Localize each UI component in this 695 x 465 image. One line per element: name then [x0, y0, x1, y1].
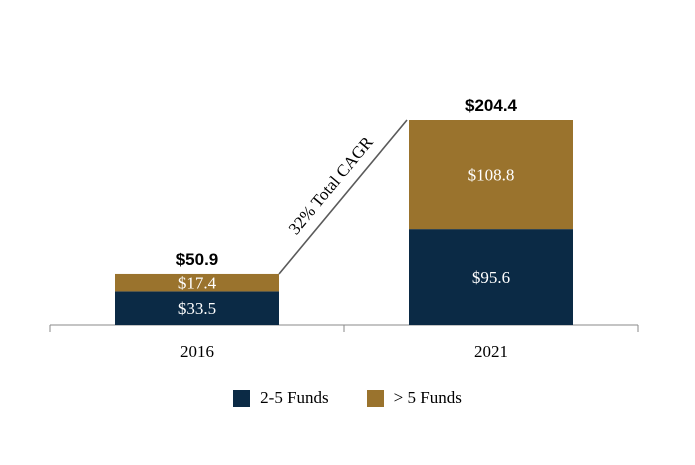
bar-total-label: $50.9	[176, 250, 219, 269]
bar-value-label: $33.5	[178, 299, 216, 318]
bar-segment-2016-1	[115, 273, 279, 292]
bar-value-label: $95.6	[472, 268, 510, 287]
x-tick-label: 2021	[474, 342, 508, 361]
cagr-connector-line	[278, 119, 408, 275]
x-tick-label: 2016	[180, 342, 214, 361]
legend: 2-5 Funds > 5 Funds	[0, 386, 695, 410]
bar-total-label: $204.4	[465, 96, 518, 115]
legend-item: 2-5 Funds	[233, 388, 329, 408]
bar-segment-2021-0	[409, 229, 573, 325]
bar-value-label: $108.8	[468, 166, 515, 185]
bar-segment-2021-1	[409, 120, 573, 230]
legend-swatch	[366, 389, 384, 407]
bar-value-label: $17.4	[178, 274, 217, 293]
legend-label: > 5 Funds	[393, 388, 462, 407]
cagr-annotation: 32% Total CAGR	[285, 132, 378, 238]
legend-label: 2-5 Funds	[260, 388, 329, 407]
legend-swatch	[233, 389, 251, 407]
bar-segment-2016-0	[115, 291, 279, 325]
legend-item: > 5 Funds	[366, 388, 462, 408]
